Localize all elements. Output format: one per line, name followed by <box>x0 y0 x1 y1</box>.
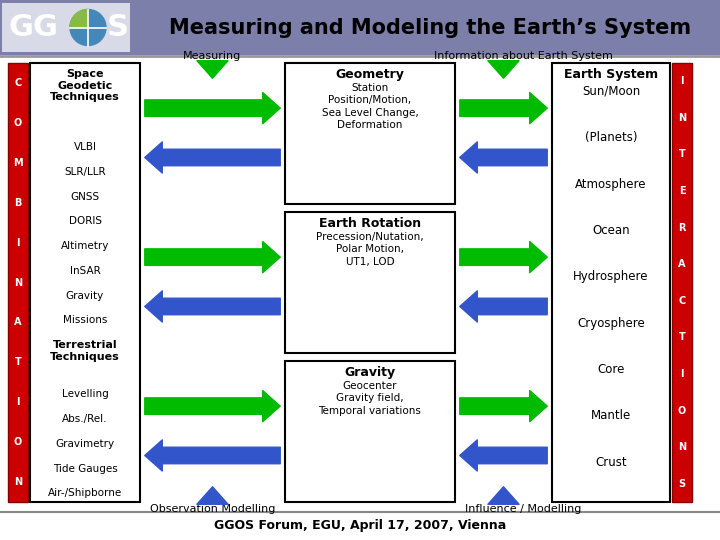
Text: Station
Position/Motion,
Sea Level Change,
Deformation: Station Position/Motion, Sea Level Chang… <box>322 83 418 130</box>
Bar <box>552 63 670 502</box>
Bar <box>0 0 720 55</box>
Bar <box>30 63 140 502</box>
Text: Air-/Shipborne: Air-/Shipborne <box>48 488 122 498</box>
Text: SLR/LLR: SLR/LLR <box>64 167 106 177</box>
Bar <box>285 361 455 502</box>
Bar <box>672 63 692 502</box>
Text: N: N <box>14 477 22 487</box>
Text: Core: Core <box>598 363 625 376</box>
Text: Gravimetry: Gravimetry <box>55 439 114 449</box>
Text: VLBI: VLBI <box>73 142 96 152</box>
Text: B: B <box>14 198 22 208</box>
Text: C: C <box>678 296 685 306</box>
Text: T: T <box>679 150 685 159</box>
Circle shape <box>70 10 106 45</box>
Text: N: N <box>678 113 686 123</box>
Text: Hydrosphere: Hydrosphere <box>573 271 649 284</box>
Text: Tide Gauges: Tide Gauges <box>53 464 117 474</box>
Text: O: O <box>678 406 686 416</box>
Text: Abs./Rel.: Abs./Rel. <box>62 414 108 424</box>
Text: A: A <box>678 259 685 269</box>
Text: Mantle: Mantle <box>591 409 631 422</box>
Text: Cryosphere: Cryosphere <box>577 316 645 329</box>
Text: O: O <box>14 437 22 447</box>
Text: Earth Rotation: Earth Rotation <box>319 217 421 230</box>
Text: M: M <box>13 158 23 168</box>
Text: O: O <box>14 118 22 128</box>
Text: C: C <box>14 78 22 88</box>
Text: GGOS Forum, EGU, April 17, 2007, Vienna: GGOS Forum, EGU, April 17, 2007, Vienna <box>214 519 506 532</box>
Text: I: I <box>17 238 19 248</box>
Bar <box>285 63 455 204</box>
Text: Information about Earth System: Information about Earth System <box>434 51 613 61</box>
Text: Geocenter
Gravity field,
Temporal variations: Geocenter Gravity field, Temporal variat… <box>318 381 421 416</box>
Text: Geometry: Geometry <box>336 68 405 81</box>
Text: Earth System: Earth System <box>564 68 658 81</box>
Text: (Planets): (Planets) <box>585 131 637 144</box>
Text: I: I <box>680 76 684 86</box>
Text: Space
Geodetic
Techniques: Space Geodetic Techniques <box>50 69 120 102</box>
Text: Measuring: Measuring <box>184 51 242 61</box>
Text: Missions: Missions <box>63 315 107 325</box>
Text: T: T <box>679 333 685 342</box>
Text: Crust: Crust <box>595 456 627 469</box>
Text: R: R <box>678 222 685 233</box>
Text: Altimetry: Altimetry <box>60 241 109 251</box>
Text: S: S <box>678 478 685 489</box>
Text: Sun/Moon: Sun/Moon <box>582 85 640 98</box>
Text: GG: GG <box>8 13 58 42</box>
Bar <box>2 3 130 52</box>
Text: Atmosphere: Atmosphere <box>575 178 647 191</box>
Bar <box>285 212 455 353</box>
Text: InSAR: InSAR <box>70 266 100 276</box>
Text: GNSS: GNSS <box>71 192 99 201</box>
Text: Measuring and Modeling the Earth’s System: Measuring and Modeling the Earth’s Syste… <box>169 17 691 37</box>
Text: E: E <box>679 186 685 196</box>
Text: Gravity: Gravity <box>344 366 395 379</box>
Text: N: N <box>678 442 686 452</box>
Text: Influence / Modelling: Influence / Modelling <box>465 504 582 514</box>
Bar <box>8 63 28 502</box>
Wedge shape <box>70 10 88 28</box>
Text: Precession/Nutation,
Polar Motion,
UT1, LOD: Precession/Nutation, Polar Motion, UT1, … <box>316 232 424 267</box>
Text: N: N <box>14 278 22 287</box>
Text: T: T <box>14 357 22 367</box>
Text: I: I <box>17 397 19 407</box>
Text: Observation Modelling: Observation Modelling <box>150 504 275 514</box>
Text: Terrestrial
Techniques: Terrestrial Techniques <box>50 340 120 362</box>
Text: Levelling: Levelling <box>62 389 109 400</box>
Text: DORIS: DORIS <box>68 217 102 226</box>
Text: Ocean: Ocean <box>592 224 630 237</box>
Text: A: A <box>14 318 22 327</box>
Text: Gravity: Gravity <box>66 291 104 301</box>
Text: I: I <box>680 369 684 379</box>
Text: S: S <box>107 13 129 42</box>
